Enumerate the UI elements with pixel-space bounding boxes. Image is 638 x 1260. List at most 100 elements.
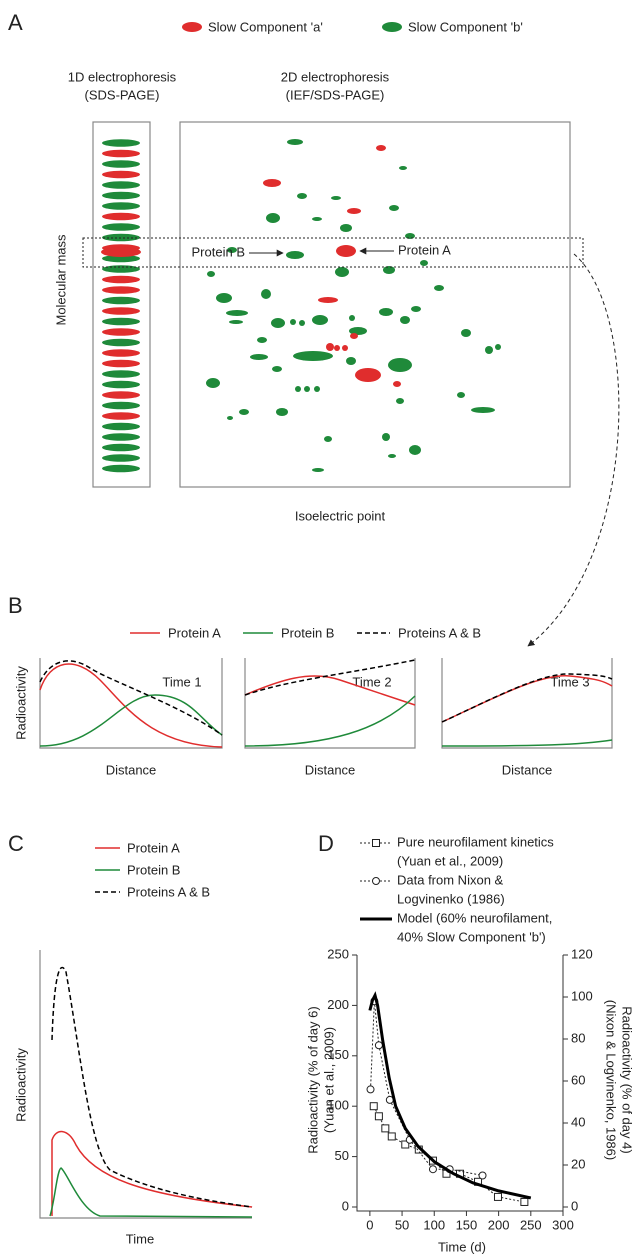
- legend-text: 40% Slow Component 'b'): [397, 929, 546, 944]
- gel-band: [102, 391, 140, 399]
- gel-band: [102, 349, 140, 357]
- marker: [428, 1165, 437, 1174]
- gel-spot: [297, 193, 307, 199]
- gel-band: [102, 317, 140, 326]
- series-line: [368, 991, 532, 1200]
- plot-title: Time 3: [550, 674, 589, 689]
- gel-spot: [272, 366, 282, 372]
- panel-label: B: [8, 593, 23, 618]
- axis-label: Distance: [106, 762, 157, 777]
- legend-text: (Yuan et al., 2009): [397, 853, 503, 868]
- marker: [381, 1124, 390, 1133]
- gel-spot: [485, 346, 493, 354]
- axis-label: Radioactivity: [13, 1048, 28, 1122]
- gel-spot: [411, 306, 421, 312]
- x-axis-label: Time (d): [438, 1239, 486, 1254]
- y2-axis-label: (Nixon & Logvinenko, 1986): [604, 1000, 619, 1160]
- marker: [478, 1171, 487, 1180]
- y2-axis-label: Radioactivity (% of day 4): [620, 1006, 635, 1153]
- marker: [374, 1041, 383, 1050]
- gel-band: [102, 170, 140, 179]
- gel-spot: [261, 289, 271, 299]
- gel-spot: [400, 316, 410, 324]
- gel-spot: [331, 196, 341, 200]
- legend-swatch: [182, 22, 202, 32]
- gel-band: [102, 422, 140, 431]
- gel-band: [102, 380, 140, 389]
- legend-text: Protein A: [127, 840, 180, 855]
- gel-band: [102, 370, 140, 378]
- plot-frame: [244, 658, 416, 749]
- curve: [441, 673, 613, 723]
- gel-band: [102, 149, 140, 158]
- gel-spot: [239, 409, 249, 415]
- marker: [401, 1140, 410, 1149]
- panel-label: D: [318, 831, 334, 856]
- gel-band: [102, 307, 140, 315]
- axis-label: Molecular mass: [53, 234, 68, 326]
- gel-spot: [336, 245, 356, 257]
- y-tick-label: 50: [335, 1148, 349, 1163]
- gel-spot: [350, 333, 358, 339]
- marker: [369, 1102, 378, 1111]
- gel-spot: [405, 233, 415, 239]
- gel-spot: [393, 381, 401, 387]
- x-tick-label: 50: [395, 1217, 409, 1232]
- gel-title: 2D electrophoresis: [281, 69, 390, 84]
- y2-tick-label: 20: [571, 1156, 585, 1171]
- gel-spot: [376, 145, 386, 151]
- gel-spots: [101, 139, 501, 473]
- gel-spot: [409, 445, 421, 455]
- marker: [374, 1112, 383, 1121]
- curve: [244, 659, 416, 696]
- gel-spot: [295, 386, 301, 392]
- gel-1d-box: [92, 121, 151, 488]
- marker: [387, 1132, 396, 1141]
- y2-tick-label: 60: [571, 1072, 585, 1087]
- gel-spot: [206, 378, 220, 388]
- y-tick-label: 250: [327, 946, 349, 961]
- marker: [372, 877, 380, 885]
- y-tick-label: 100: [327, 1098, 349, 1113]
- gel-spot: [399, 166, 407, 170]
- legend-text: Proteins A & B: [398, 625, 481, 640]
- y-axis-label: (Yuan et al., 2009): [321, 1027, 336, 1133]
- gel-band: [101, 247, 141, 257]
- annotation: Protein A: [398, 242, 451, 257]
- gel-spot: [227, 247, 237, 253]
- legend-text: Logvinenko (1986): [397, 891, 505, 906]
- gel-band: [102, 202, 140, 210]
- gel-spot: [396, 398, 404, 404]
- y2-tick-label: 120: [571, 946, 593, 961]
- gel-band: [102, 401, 140, 410]
- gel-spot: [314, 386, 320, 392]
- axis-label: Distance: [305, 762, 356, 777]
- gel-spot: [276, 408, 288, 416]
- curve: [244, 695, 416, 747]
- connector-arrow: [527, 253, 620, 647]
- gel-spot: [312, 315, 328, 325]
- legend-text: Slow Component 'b': [408, 19, 523, 34]
- x-tick-label: 200: [488, 1217, 510, 1232]
- gel-spot: [293, 351, 333, 361]
- axis-label: Time: [126, 1231, 154, 1246]
- gel-spot: [216, 293, 232, 303]
- gel-band: [102, 359, 140, 368]
- curve: [39, 660, 223, 736]
- plot-title: Time 1: [162, 674, 201, 689]
- gel-spot: [379, 308, 393, 316]
- plot-frame: [39, 658, 223, 749]
- gel-spot: [420, 260, 428, 266]
- gel-spot: [349, 327, 367, 335]
- panel-label: C: [8, 831, 24, 856]
- gel-spot: [312, 217, 322, 221]
- gel-spot: [347, 208, 361, 214]
- gel-band: [102, 275, 140, 284]
- gel-spot: [389, 205, 399, 211]
- gel-spot: [388, 358, 412, 372]
- axis-frame: [356, 955, 564, 1212]
- plot-frame: [441, 658, 613, 749]
- gel-spot: [326, 343, 334, 351]
- gel-2d-box: [179, 121, 571, 488]
- x-tick-label: 150: [456, 1217, 478, 1232]
